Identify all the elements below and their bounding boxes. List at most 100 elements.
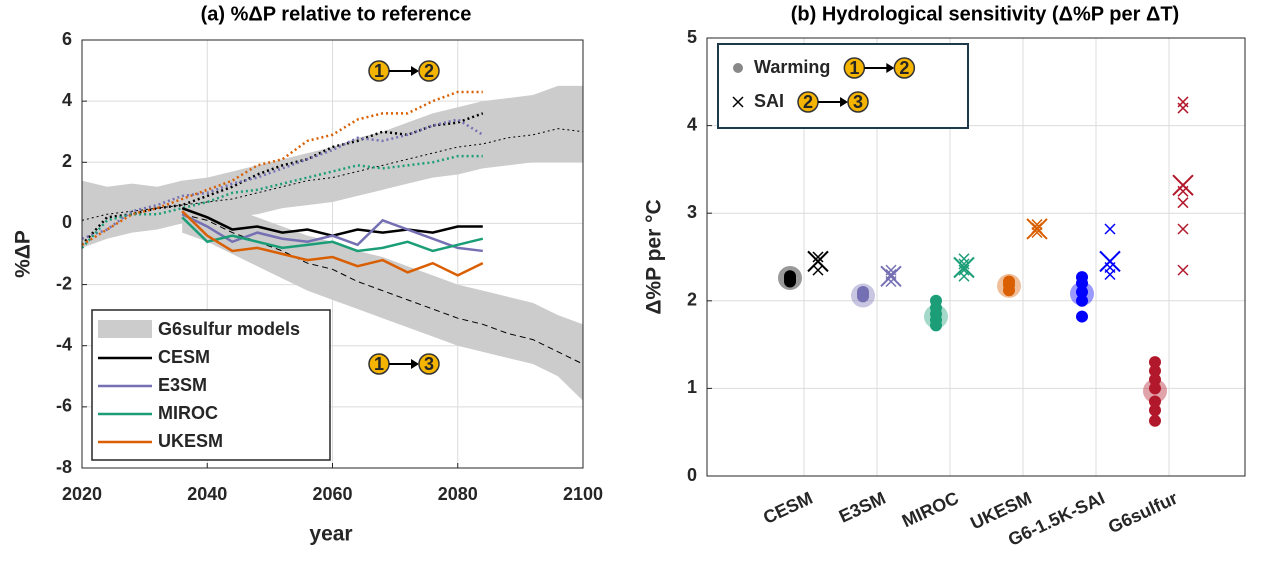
x-axis-label: year [309, 523, 352, 546]
x-tick-label: E3SM [836, 488, 889, 527]
chart-title: (b) Hydrological sensitivity (Δ%P per ΔT… [791, 3, 1179, 25]
anno-circle [893, 57, 916, 79]
x-marker [1104, 223, 1116, 235]
anno-number: 1 [374, 61, 384, 81]
y-tick-label: 0 [62, 212, 72, 232]
y-tick-label: 5 [687, 27, 697, 47]
dot [1149, 395, 1161, 408]
dot [1149, 414, 1161, 427]
chart-title: (a) %ΔP relative to reference [201, 3, 472, 25]
x-marker [1177, 96, 1189, 108]
line [81, 118, 484, 240]
legend-box [717, 43, 969, 129]
dot [1003, 275, 1015, 288]
x-marker [1031, 219, 1043, 231]
dot [784, 270, 796, 283]
dot [857, 286, 869, 299]
x-marker [885, 264, 897, 276]
x-marker [880, 265, 902, 287]
x-marker [958, 258, 970, 270]
y-tick-label: -8 [56, 457, 72, 477]
legend-label: SAI [754, 91, 784, 111]
y-tick-label: 0 [687, 465, 697, 485]
x-tick-label: CESM [760, 488, 816, 528]
axes-frame [706, 37, 1246, 477]
x-marker [812, 264, 824, 276]
y-tick-label: 3 [687, 202, 697, 222]
dot [930, 294, 942, 307]
anno-number: 2 [803, 92, 813, 112]
x-tick-label: MIROC [899, 488, 962, 531]
x-tick-label: G6sulfur [1105, 488, 1181, 537]
y-tick-label: 1 [687, 377, 697, 397]
y-tick-label: -2 [56, 273, 72, 293]
x-marker [812, 255, 824, 267]
anno-number: 2 [424, 61, 434, 81]
y-tick-label: -6 [56, 396, 72, 416]
anno-arrowhead [411, 359, 419, 369]
x-marker [958, 253, 970, 265]
x-marker [1031, 226, 1043, 239]
legend-label: G6sulfur models [158, 319, 300, 339]
line [81, 90, 483, 246]
dot [1149, 382, 1161, 395]
line [181, 216, 484, 253]
legend-label: CESM [158, 347, 210, 367]
anno-arrowhead [886, 63, 895, 73]
legend-label: E3SM [158, 375, 207, 395]
anno-number: 3 [853, 92, 863, 112]
dot [1149, 373, 1161, 386]
anno-number: 2 [899, 58, 909, 78]
dot [1149, 364, 1161, 377]
line [181, 210, 484, 277]
line [81, 128, 584, 221]
anno-circle [847, 91, 869, 113]
x-marker [885, 268, 897, 281]
legend-marker [733, 63, 743, 73]
y-tick-label: 2 [687, 290, 697, 310]
legend-label: UKESM [158, 431, 223, 451]
x-marker [1177, 197, 1189, 209]
x-tick-label: 2080 [438, 484, 478, 504]
legend-label: Warming [754, 57, 830, 77]
anno-circle [418, 60, 440, 82]
y-axis-label: %ΔP [12, 230, 35, 278]
legend-label: MIROC [158, 403, 218, 423]
y-tick-label: 2 [62, 151, 72, 171]
x-marker [812, 251, 824, 263]
anno-circle [418, 353, 440, 375]
x-marker [1031, 222, 1043, 234]
legend-swatch [98, 320, 152, 338]
anno-arrowhead [411, 66, 419, 76]
x-marker [1177, 223, 1189, 235]
dot [1076, 286, 1088, 299]
dot [1076, 294, 1088, 307]
dot [1149, 356, 1161, 369]
dot [1149, 404, 1161, 417]
dot [1076, 310, 1088, 323]
anno-arrowhead [840, 97, 849, 107]
x-marker [1177, 185, 1189, 197]
y-tick-label: 4 [687, 114, 697, 134]
anno-number: 1 [849, 58, 859, 78]
x-marker [1172, 174, 1194, 196]
x-marker [1104, 255, 1116, 267]
y-axis-label: Δ%P per °C [643, 199, 666, 314]
x-tick-label: 2020 [62, 484, 102, 504]
x-tick-label: 2060 [312, 484, 352, 504]
x-marker [953, 256, 975, 279]
dot [1076, 271, 1088, 284]
anno-number: 1 [374, 354, 384, 374]
y-tick-label: 4 [62, 90, 72, 110]
y-tick-label: 6 [62, 29, 72, 49]
band [182, 192, 583, 401]
anno-number: 3 [424, 354, 434, 374]
axes-frame [81, 39, 584, 469]
line [181, 213, 483, 253]
x-marker [732, 96, 744, 108]
x-tick-label: 2100 [563, 484, 603, 504]
x-tick-label: 2040 [187, 484, 227, 504]
y-tick-label: -4 [56, 334, 72, 354]
x-marker [1177, 264, 1189, 276]
